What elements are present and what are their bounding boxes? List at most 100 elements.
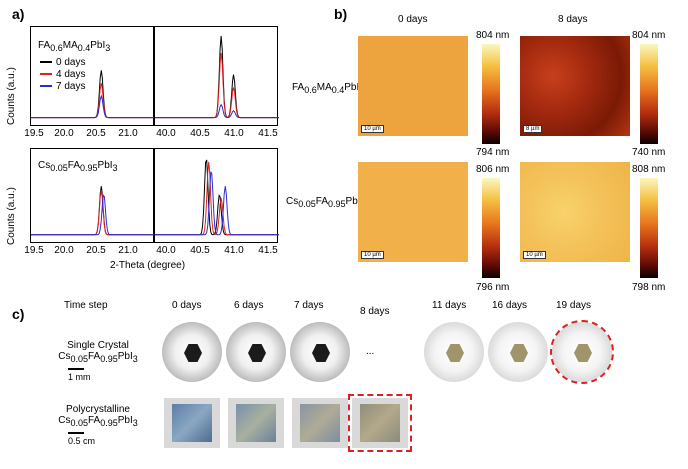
crystal-hexagon [446,344,464,362]
film-sample [300,404,340,442]
scale-bar-line [68,432,84,434]
material-label: Cs0.05FA0.95PbI3 [286,196,366,209]
tick-label: 20.5 [86,128,106,139]
colorbar-min: 794 nm [476,147,510,158]
xrd-bottom-right-plot [154,148,279,243]
afm-image: 10 µm [358,162,468,262]
tick-label: 40.0 [156,128,176,139]
time-step-label: Time step [64,300,108,311]
ylabel-bottom: Counts (a.u.) [6,187,17,245]
col-header: 0 days [398,14,428,25]
scalebar: 10 µm [361,251,384,259]
degradation-highlight [550,320,614,384]
day-label: 7 days [294,300,324,311]
single-crystal-image [162,322,222,382]
crystal-hexagon [510,344,528,362]
xlabel: 2-Theta (degree) [110,260,186,271]
single-crystal-image [226,322,286,382]
tick-label: 19.5 [24,128,44,139]
colorbar-min: 796 nm [476,282,510,293]
degradation-highlight [348,394,412,452]
series-line-7-days [31,94,155,119]
tick-label: 40.5 [190,245,210,256]
polycrystalline-image [164,398,220,448]
series-line-7-days [155,103,279,119]
series-line-0-days [155,159,279,236]
colorbar-max: 806 nm [476,164,510,175]
film-sample [172,404,212,442]
polycrystalline-image [292,398,348,448]
ellipsis: ... [366,346,375,357]
film-sample [236,404,276,442]
day-label: 11 days [432,300,467,311]
legend: 0 days 4 days 7 days [40,56,85,92]
scalebar: 10 µm [361,125,384,133]
tick-label: 40.5 [190,128,210,139]
tick-label: 40.0 [156,245,176,256]
xrd-bottom-left-plot [30,148,155,243]
afm-image: 8 µm [520,36,630,136]
crystal-hexagon [184,344,202,362]
xrd-top-left-plot [30,26,155,126]
single-crystal-image [424,322,484,382]
xrd-top-right-plot [154,26,279,126]
colorbar [640,44,658,144]
afm-image: 10 µm [358,36,468,136]
colorbar-max: 804 nm [476,30,510,41]
series-line-0-days [31,186,155,236]
day-label: 19 days [556,300,592,311]
panel-c-label: c) [12,306,25,322]
day-label: 6 days [234,300,264,311]
crystal-hexagon [312,344,330,362]
single-crystal-image [488,322,548,382]
polycrystalline-image [352,398,408,448]
series-line-7-days [31,194,155,236]
scalebar: 10 µm [523,251,546,259]
tick-label: 21.0 [118,128,138,139]
afm-image: 10 µm [520,162,630,262]
single-crystal-label: Single Crystal Cs0.05FA0.95PbI3 [58,340,138,364]
tick-label: 41.0 [224,128,244,139]
day-label: 16 days [492,300,528,311]
xrd-bottom-right-svg [155,159,279,236]
legend-item: 0 days [40,56,85,68]
crystal-hexagon [248,344,266,362]
colorbar [482,178,500,278]
tick-label: 41.5 [258,128,278,139]
panel-b-label: b) [334,6,348,22]
day-label: 0 days [172,300,202,311]
scale-bar-label: 1 mm [68,372,91,382]
tick-label: 41.5 [258,245,278,256]
xrd-top-right-svg [155,35,279,119]
scale-bar-label: 0.5 cm [68,436,96,446]
panel-a-label: a) [12,6,25,22]
tick-label: 21.0 [118,245,138,256]
xrd-top-left-svg [31,70,155,119]
tick-label: 19.5 [24,245,44,256]
legend-item: 4 days [40,68,85,80]
xrd-bottom-left-svg [31,186,155,236]
colorbar-min: 740 nm [632,147,666,158]
ylabel-top: Counts (a.u.) [6,67,17,125]
material-label: FA0.6MA0.4PbI3 [292,82,364,95]
tick-label: 20.5 [86,245,106,256]
legend-item: 7 days [40,80,85,92]
colorbar-max: 808 nm [632,164,666,175]
polycrystalline-label: Polycrystalline Cs0.05FA0.95PbI3 [58,404,138,428]
scale-bar-line [68,368,84,370]
tick-label: 20.0 [54,245,74,256]
colorbar-min: 798 nm [632,282,666,293]
day-label: 8 days [360,306,390,317]
polycrystalline-image [228,398,284,448]
series-line-0-days [155,35,279,119]
tick-label: 20.0 [54,128,74,139]
colorbar-max: 804 nm [632,30,666,41]
colorbar [640,178,658,278]
material-label: Cs0.05FA0.95PbI3 [38,160,118,173]
series-line-7-days [155,171,279,236]
scalebar: 8 µm [523,125,543,133]
single-crystal-image [290,322,350,382]
series-line-4-days [31,190,155,236]
colorbar [482,44,500,144]
film-sample [360,404,400,442]
